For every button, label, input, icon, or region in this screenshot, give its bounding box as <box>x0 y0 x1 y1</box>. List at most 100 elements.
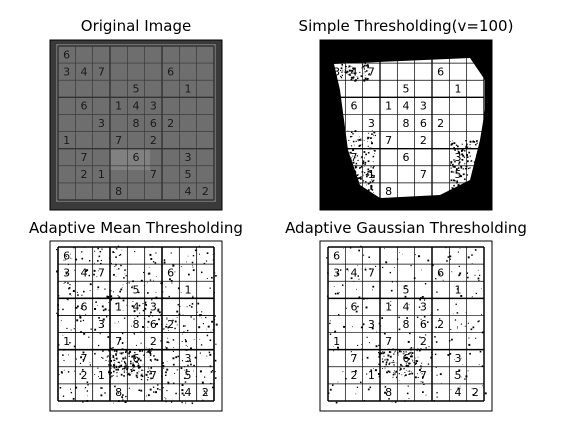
mean-noise-dot <box>131 368 133 370</box>
binary-noise-dot <box>359 179 361 180</box>
binary-noise-dot <box>366 64 369 67</box>
mean-noise-dot <box>193 339 195 340</box>
binary-noise-dot <box>464 167 467 170</box>
mean-noise-dot <box>166 319 168 320</box>
mean-noise-dot <box>112 350 114 352</box>
mean-noise-dot <box>115 247 117 249</box>
binary-noise-dot <box>460 175 463 178</box>
binary-noise-dot <box>363 193 366 196</box>
binary-noise-dot <box>457 167 460 169</box>
mean-noise-dot <box>114 266 116 268</box>
gauss-noise-dot <box>358 296 361 299</box>
mean-noise-dot <box>121 342 124 344</box>
binary-noise-dot <box>359 192 362 195</box>
binary-noise-dot <box>339 135 340 137</box>
gauss-noise-dot <box>425 326 426 327</box>
binary-noise-dot <box>471 171 474 174</box>
mean-noise-dot <box>115 302 117 305</box>
gauss-noise-dot <box>393 372 395 374</box>
gauss-noise-dot <box>404 371 406 373</box>
mean-noise-dot <box>125 357 127 359</box>
mean-noise-dot <box>182 314 184 315</box>
mean-noise-dot <box>108 364 110 366</box>
mean-noise-dot <box>141 373 143 375</box>
mean-noise-dot <box>138 304 141 307</box>
mean-noise-dot <box>149 373 151 375</box>
gauss-noise-dot <box>388 398 390 400</box>
gauss-noise-dot <box>413 347 415 349</box>
gauss-noise-dot <box>378 373 380 375</box>
mean-noise-dot <box>113 375 114 376</box>
mean-noise-dot <box>175 392 177 395</box>
mean-noise-dot <box>130 372 132 374</box>
mean-noise-dot <box>115 256 117 258</box>
mean-noise-dot <box>115 354 117 356</box>
binary-noise-dot <box>475 175 477 178</box>
binary-noise-dot <box>364 71 366 73</box>
binary-noise-dot <box>458 174 460 176</box>
gauss-noise-dot <box>460 376 462 378</box>
gauss-digit: 6 <box>403 352 410 365</box>
binary-noise-dot <box>355 140 357 142</box>
mean-noise-dot <box>193 370 194 372</box>
gauss-noise-dot <box>406 317 409 319</box>
binary-noise-dot <box>335 186 338 188</box>
mean-noise-dot <box>89 364 91 366</box>
gauss-noise-dot <box>359 381 362 384</box>
mean-noise-dot <box>184 339 187 341</box>
gauss-noise-dot <box>355 310 358 313</box>
mean-noise-dot <box>56 312 58 314</box>
gauss-noise-dot <box>366 373 368 375</box>
binary-noise-dot <box>351 159 352 161</box>
gauss-noise-dot <box>394 350 396 352</box>
gauss-noise-dot <box>357 265 359 266</box>
mean-noise-dot <box>122 367 124 370</box>
gauss-noise-dot <box>350 277 353 280</box>
gauss-noise-dot <box>415 362 417 365</box>
gauss-noise-dot <box>425 347 427 349</box>
gauss-digit: 2 <box>437 318 444 331</box>
gauss-noise-dot <box>408 362 411 365</box>
binary-noise-dot <box>363 68 365 70</box>
gauss-noise-dot <box>447 256 450 258</box>
gauss-noise-dot <box>334 292 337 295</box>
mean-noise-dot <box>146 379 149 381</box>
binary-noise-dot <box>350 131 353 133</box>
mean-noise-dot <box>110 360 113 362</box>
gauss-noise-dot <box>422 391 424 393</box>
mean-noise-dot <box>135 344 137 346</box>
mean-noise-dot <box>165 346 166 348</box>
gauss-noise-dot <box>427 259 430 262</box>
gauss-noise-dot <box>400 363 402 366</box>
mean-noise-dot <box>93 269 96 272</box>
binary-noise-dot <box>347 130 349 131</box>
mean-noise-dot <box>67 371 70 373</box>
binary-noise-dot <box>461 153 464 156</box>
gauss-noise-dot <box>366 356 369 359</box>
mean-noise-dot <box>119 290 122 293</box>
mean-noise-dot <box>149 351 152 354</box>
mean-noise-dot <box>177 355 180 358</box>
mean-noise-dot <box>204 391 206 393</box>
binary-noise-dot <box>342 60 344 62</box>
mean-noise-dot <box>152 386 155 388</box>
mean-noise-dot <box>104 308 107 311</box>
mean-noise-dot <box>119 352 121 354</box>
mean-noise-dot <box>70 329 72 331</box>
mean-digit: 5 <box>185 369 192 382</box>
binary-noise-dot <box>341 74 343 76</box>
mean-noise-dot <box>139 312 141 314</box>
mean-noise-dot <box>113 350 116 352</box>
mean-noise-dot <box>185 344 187 346</box>
mean-noise-dot <box>85 270 87 273</box>
binary-noise-dot <box>359 177 362 180</box>
gauss-digit: 1 <box>333 335 340 348</box>
gauss-noise-dot <box>425 334 427 336</box>
binary-noise-dot <box>477 194 480 197</box>
mean-noise-dot <box>61 372 63 374</box>
gauss-noise-dot <box>437 309 439 311</box>
mean-noise-dot <box>158 318 160 321</box>
gauss-noise-dot <box>386 361 388 363</box>
gauss-noise-dot <box>422 381 424 383</box>
mean-noise-dot <box>199 253 201 255</box>
